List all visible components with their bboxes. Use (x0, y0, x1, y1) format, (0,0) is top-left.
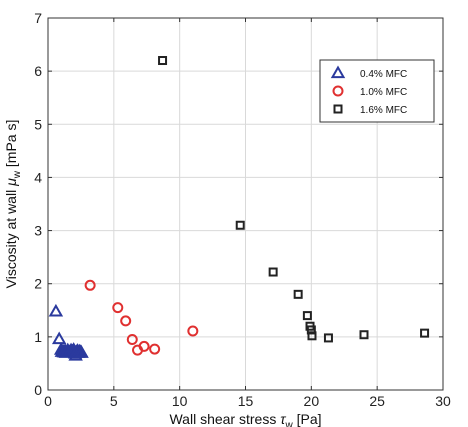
y-tick-label: 3 (34, 223, 42, 239)
data-point (293, 289, 303, 299)
data-point (149, 343, 161, 355)
data-point (306, 325, 316, 335)
x-tick-label: 30 (435, 393, 451, 409)
x-tick-label: 0 (44, 393, 52, 409)
data-point (187, 325, 199, 337)
y-tick-label: 7 (34, 10, 42, 26)
y-tick-label: 2 (34, 276, 42, 292)
data-point (307, 331, 317, 341)
data-point (235, 220, 245, 230)
legend-marker (333, 104, 343, 114)
legend-label: 1.0% MFC (360, 87, 407, 98)
data-point (84, 279, 96, 291)
legend-entry: 1.6% MFC (333, 104, 407, 116)
y-tick-label: 4 (34, 169, 42, 185)
x-tick-label: 20 (304, 393, 320, 409)
y-tick-label: 6 (34, 63, 42, 79)
data-point (126, 334, 138, 346)
legend-entry: 0.4% MFC (330, 65, 407, 80)
x-axis-label: Wall shear stress τw [Pa] (169, 411, 321, 427)
data-point (323, 333, 333, 343)
x-tick-label: 5 (110, 393, 118, 409)
y-tick-label: 5 (34, 116, 42, 132)
series-3 (158, 56, 430, 343)
data-point (302, 311, 312, 321)
x-tick-label: 25 (369, 393, 385, 409)
data-point (138, 340, 150, 352)
legend-entry: 1.0% MFC (332, 85, 407, 98)
grid-lines (48, 18, 443, 390)
data-point (48, 303, 64, 317)
data-point (112, 302, 124, 314)
y-axis-label: Viscosity at wall μw [mPa s] (3, 120, 23, 289)
x-tick-label: 10 (172, 393, 188, 409)
data-point (268, 267, 278, 277)
y-tick-label: 0 (34, 382, 42, 398)
legend-marker (330, 65, 346, 79)
legend-label: 1.6% MFC (360, 105, 407, 116)
legend-label: 0.4% MFC (360, 69, 407, 80)
data-point (51, 331, 67, 345)
axis-ticks: 0 5 10 15 20 25 30 0 1 2 3 4 5 6 7 (34, 10, 451, 409)
data-point (420, 328, 430, 338)
data-point (359, 330, 369, 340)
x-tick-label: 15 (238, 393, 254, 409)
series-2 (84, 279, 199, 356)
y-tick-label: 1 (34, 329, 42, 345)
data-point (120, 315, 132, 327)
legend-marker (332, 85, 344, 97)
series-1 (48, 303, 89, 361)
data-point (158, 56, 168, 66)
data-points (48, 56, 430, 361)
data-point (74, 345, 89, 358)
legend: 0.4% MFC 1.0% MFC 1.6% MFC (319, 59, 435, 123)
